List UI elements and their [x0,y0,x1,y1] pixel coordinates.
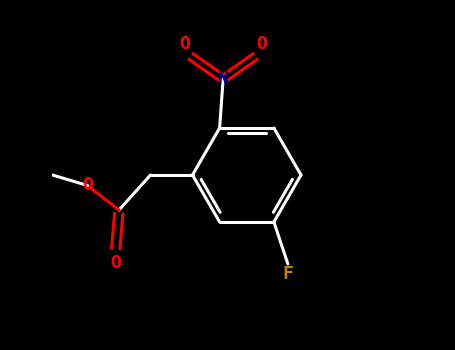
Text: O: O [179,35,190,53]
Text: O: O [110,253,121,272]
Text: O: O [256,35,267,53]
Text: O: O [82,176,93,195]
Text: F: F [283,266,293,284]
Text: N: N [217,70,228,88]
